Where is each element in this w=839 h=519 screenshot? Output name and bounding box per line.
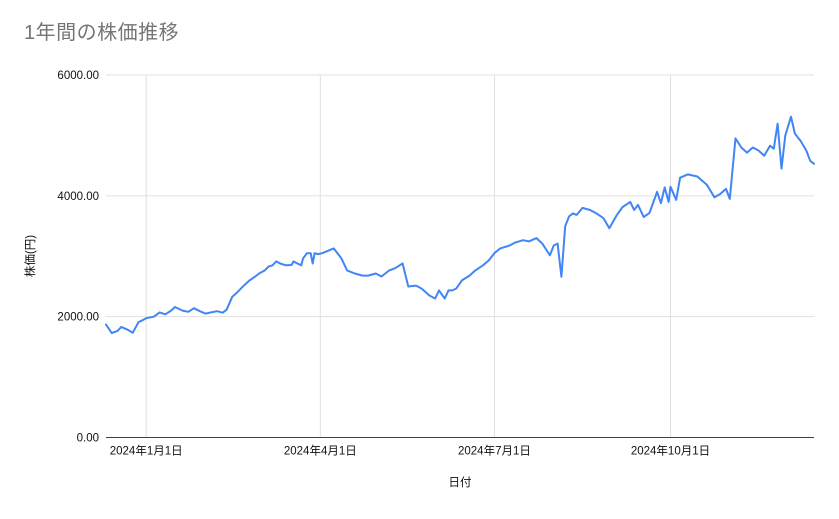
y-tick-label: 0.00: [77, 433, 99, 445]
price-line-series: [105, 115, 815, 334]
x-tick-label: 2024年10月1日: [631, 444, 710, 458]
x-tick-label: 2024年1月1日: [110, 444, 183, 458]
x-tick-label: 2024年7月1日: [458, 444, 531, 458]
y-tick-label: 6000.00: [57, 70, 99, 82]
y-tick-label: 2000.00: [57, 312, 99, 324]
y-axis-title: 株価(円): [25, 234, 37, 278]
y-tick-label: 4000.00: [57, 191, 99, 203]
x-tick-label: 2024年4月1日: [284, 444, 357, 458]
x-axis-title: 日付: [448, 477, 472, 489]
chart-title: 1年間の株価推移: [24, 22, 180, 44]
